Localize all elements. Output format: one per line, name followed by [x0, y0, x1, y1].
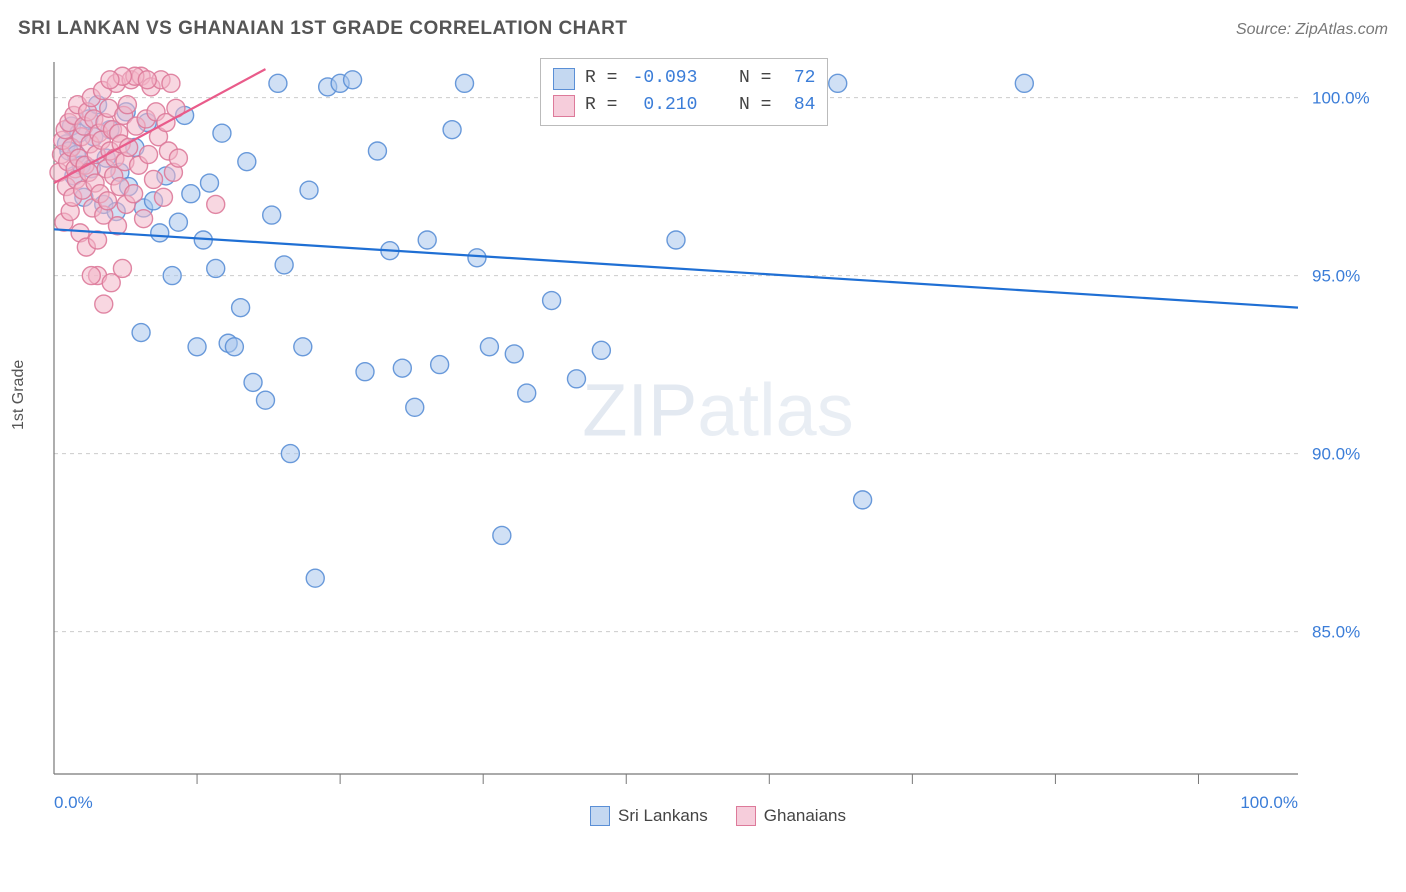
scatter-point — [393, 359, 411, 377]
scatter-point — [281, 445, 299, 463]
scatter-point — [232, 299, 250, 317]
scatter-point — [431, 356, 449, 374]
scatter-point — [300, 181, 318, 199]
scatter-point — [468, 249, 486, 267]
scatter-point — [356, 363, 374, 381]
y-tick-label: 85.0% — [1312, 623, 1360, 642]
legend-r-label: R = — [585, 92, 617, 119]
legend-r-value: -0.093 — [627, 65, 697, 92]
scatter-point — [162, 74, 180, 92]
scatter-point — [207, 259, 225, 277]
source-attribution: Source: ZipAtlas.com — [1236, 21, 1388, 39]
scatter-point — [344, 71, 362, 89]
scatter-point — [368, 142, 386, 160]
scatter-point — [113, 259, 131, 277]
scatter-point — [418, 231, 436, 249]
scatter-point — [169, 149, 187, 167]
legend-stats: R = -0.093 N = 72 R = 0.210 N = 84 — [540, 58, 828, 126]
legend-swatch — [590, 806, 610, 826]
scatter-point — [592, 341, 610, 359]
scatter-point — [101, 71, 119, 89]
legend-n-label: N = — [739, 92, 771, 119]
scatter-point — [667, 231, 685, 249]
legend-bottom: Sri Lankans Ghanaians — [48, 806, 1388, 826]
scatter-point — [145, 170, 163, 188]
scatter-point — [98, 192, 116, 210]
scatter-point — [306, 569, 324, 587]
legend-item: Ghanaians — [736, 806, 846, 826]
scatter-point — [151, 224, 169, 242]
y-tick-label: 95.0% — [1312, 267, 1360, 286]
scatter-point — [456, 74, 474, 92]
legend-item: Sri Lankans — [590, 806, 708, 826]
legend-n-value: 72 — [781, 65, 815, 92]
scatter-point — [95, 295, 113, 313]
scatter-point — [182, 185, 200, 203]
scatter-point — [125, 185, 143, 203]
legend-r-value: 0.210 — [627, 92, 697, 119]
legend-n-value: 84 — [781, 92, 815, 119]
scatter-point — [188, 338, 206, 356]
scatter-point — [294, 338, 312, 356]
scatter-point — [154, 188, 172, 206]
scatter-point — [256, 391, 274, 409]
scatter-point — [132, 324, 150, 342]
legend-swatch — [553, 95, 575, 117]
scatter-point — [406, 398, 424, 416]
scatter-point — [169, 213, 187, 231]
header: SRI LANKAN VS GHANAIAN 1ST GRADE CORRELA… — [18, 18, 1388, 40]
scatter-point — [518, 384, 536, 402]
scatter-point — [238, 153, 256, 171]
scatter-point — [138, 71, 156, 89]
scatter-point — [480, 338, 498, 356]
legend-r-label: R = — [585, 65, 617, 92]
scatter-point — [443, 121, 461, 139]
scatter-point — [201, 174, 219, 192]
scatter-point — [118, 96, 136, 114]
legend-label: Sri Lankans — [618, 806, 708, 826]
scatter-point — [505, 345, 523, 363]
legend-stats-row: R = -0.093 N = 72 — [553, 65, 815, 92]
scatter-point — [263, 206, 281, 224]
plot-area: 0.0%100.0% 85.0%90.0%95.0%100.0% ZIPatla… — [48, 56, 1388, 826]
legend-stats-row: R = 0.210 N = 84 — [553, 92, 815, 119]
scatter-point — [275, 256, 293, 274]
scatter-point — [269, 74, 287, 92]
scatter-point — [207, 195, 225, 213]
legend-swatch — [736, 806, 756, 826]
scatter-point — [163, 267, 181, 285]
scatter-point — [1015, 74, 1033, 92]
scatter-point — [543, 292, 561, 310]
scatter-point — [213, 124, 231, 142]
legend-n-label: N = — [739, 65, 771, 92]
y-axis-label: 1st Grade — [10, 360, 28, 430]
scatter-point — [854, 491, 872, 509]
scatter-point — [829, 74, 847, 92]
scatter-point — [140, 146, 158, 164]
scatter-point — [89, 231, 107, 249]
plot-svg: 0.0%100.0% 85.0%90.0%95.0%100.0% — [48, 56, 1388, 826]
scatter-point — [82, 267, 100, 285]
scatter-point — [567, 370, 585, 388]
scatter-point — [244, 373, 262, 391]
y-tick-label: 100.0% — [1312, 89, 1370, 108]
legend-swatch — [553, 68, 575, 90]
chart-root: SRI LANKAN VS GHANAIAN 1ST GRADE CORRELA… — [0, 0, 1406, 892]
scatter-point — [493, 526, 511, 544]
scatter-point — [135, 210, 153, 228]
legend-label: Ghanaians — [764, 806, 846, 826]
scatter-point — [225, 338, 243, 356]
y-tick-label: 90.0% — [1312, 445, 1360, 464]
chart-title: SRI LANKAN VS GHANAIAN 1ST GRADE CORRELA… — [18, 18, 627, 40]
